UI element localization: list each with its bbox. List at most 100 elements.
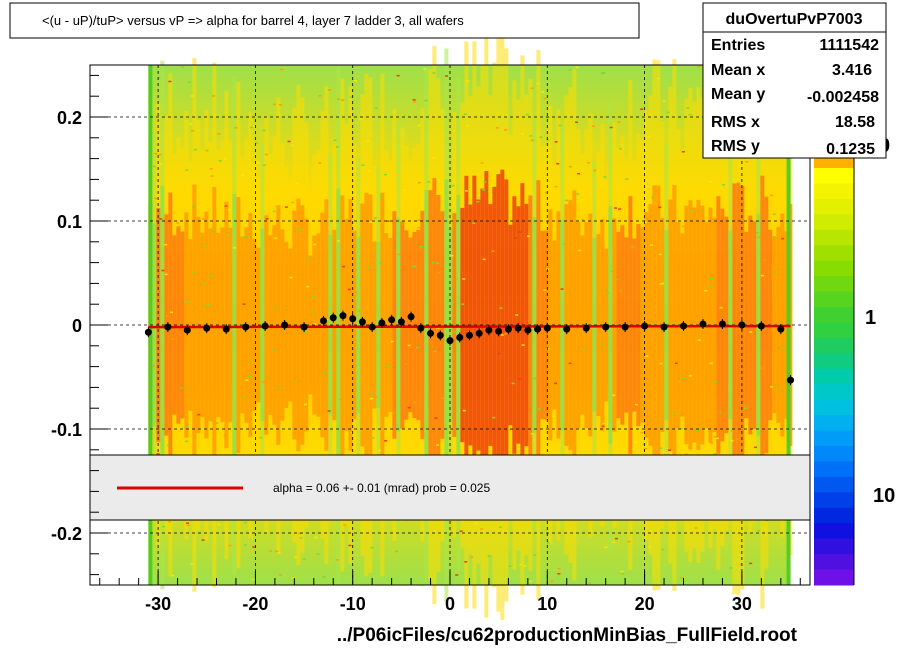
heatmap-speckle — [606, 292, 610, 294]
heatmap-column-core — [188, 239, 193, 411]
heatmap-speckle — [156, 453, 160, 455]
heatmap-speckle — [206, 303, 210, 306]
heatmap-speckle — [459, 530, 463, 532]
heatmap-speckle — [609, 126, 613, 129]
heatmap-column-core — [512, 196, 517, 454]
heatmap-speckle — [282, 244, 286, 247]
heatmap-speckle — [434, 417, 438, 419]
heatmap-speckle — [159, 218, 163, 220]
heatmap-speckle — [294, 556, 298, 558]
heatmap-speckle — [642, 443, 646, 446]
data-point — [397, 318, 405, 326]
data-point — [203, 324, 211, 332]
heatmap-speckle — [353, 80, 357, 82]
x-tick-label: -20 — [242, 594, 268, 614]
heatmap-column-core — [152, 223, 157, 427]
heatmap-speckle — [770, 194, 774, 197]
data-point — [388, 316, 396, 324]
palette-cell — [814, 214, 854, 231]
heatmap-speckle — [600, 72, 604, 75]
heatmap-speckle — [618, 148, 622, 150]
palette-cell — [814, 430, 854, 447]
heatmap-speckle — [291, 201, 295, 204]
heatmap-speckle — [455, 574, 459, 576]
heatmap-speckle — [154, 197, 158, 200]
heatmap-speckle — [272, 350, 276, 352]
heatmap-speckle — [574, 121, 578, 124]
heatmap-speckle — [679, 427, 683, 430]
heatmap-speckle — [568, 165, 572, 168]
heatmap-speckle — [435, 444, 439, 446]
heatmap-speckle — [298, 228, 302, 231]
heatmap-speckle — [749, 331, 753, 333]
heatmap-speckle — [619, 290, 623, 292]
heatmap-speckle — [417, 219, 421, 221]
heatmap-speckle — [621, 572, 625, 575]
heatmap-speckle — [480, 162, 484, 164]
profile-points-group — [144, 310, 795, 386]
heatmap-speckle — [209, 168, 213, 170]
heatmap-speckle — [656, 77, 660, 80]
heatmap-speckle — [337, 240, 341, 242]
heatmap-speckle — [284, 206, 288, 208]
heatmap-speckle — [659, 362, 663, 365]
heatmap-speckle — [187, 81, 191, 83]
palette-cell — [814, 168, 854, 184]
heatmap-speckle — [519, 564, 523, 566]
heatmap-speckle — [392, 412, 396, 414]
heatmap-speckle — [432, 350, 436, 353]
heatmap-speckle — [647, 135, 651, 138]
data-point — [680, 322, 688, 330]
heatmap-speckle — [537, 408, 541, 410]
data-point — [485, 326, 493, 334]
heatmap-speckle — [465, 190, 469, 192]
heatmap-speckle — [344, 289, 348, 292]
heatmap-speckle — [667, 449, 671, 452]
heatmap-speckle — [336, 98, 340, 100]
heatmap-column-core — [656, 185, 661, 465]
heatmap-speckle — [530, 139, 534, 142]
heatmap-speckle — [341, 281, 345, 283]
data-point — [718, 320, 726, 328]
heatmap-speckle — [566, 385, 570, 388]
heatmap-speckle — [739, 563, 743, 566]
heatmap-speckle — [261, 381, 265, 383]
heatmap-column-core — [452, 213, 457, 437]
heatmap-speckle — [313, 323, 317, 325]
heatmap-speckle — [627, 540, 631, 543]
palette-cell — [814, 476, 854, 493]
heatmap-speckle — [653, 287, 657, 290]
stats-value-rms-x: 18.58 — [835, 114, 875, 131]
heatmap-speckle — [450, 254, 454, 257]
data-point — [777, 325, 785, 333]
heatmap-speckle — [612, 394, 616, 396]
y-tick-label: 0 — [72, 316, 82, 336]
heatmap-speckle — [322, 372, 326, 374]
heatmap-speckle — [413, 101, 417, 103]
heatmap-speckle — [325, 318, 329, 321]
palette-cell — [814, 538, 854, 555]
heatmap-speckle — [155, 241, 159, 244]
heatmap-speckle — [188, 123, 192, 125]
heatmap-speckle — [186, 522, 190, 524]
data-point — [456, 333, 464, 341]
heatmap-speckle — [151, 365, 155, 367]
heatmap-speckle — [562, 242, 566, 245]
heatmap-speckle — [367, 169, 371, 172]
heatmap-speckle — [277, 552, 281, 554]
palette-cell — [814, 523, 854, 540]
heatmap-speckle — [645, 355, 649, 357]
heatmap-speckle — [170, 311, 174, 314]
heatmap-speckle — [185, 301, 189, 303]
heatmap-speckle — [209, 230, 213, 232]
heatmap-speckle — [251, 578, 255, 581]
y-tick-label: 0.1 — [57, 212, 82, 232]
stats-name: duOvertuPvP7003 — [726, 11, 863, 28]
heatmap-speckle — [771, 271, 775, 273]
palette-cell — [814, 554, 854, 571]
heatmap-speckle — [411, 266, 415, 268]
heatmap-speckle — [377, 449, 381, 452]
heatmap-speckle — [474, 522, 478, 525]
heatmap-speckle — [413, 265, 417, 268]
data-point — [368, 323, 376, 331]
